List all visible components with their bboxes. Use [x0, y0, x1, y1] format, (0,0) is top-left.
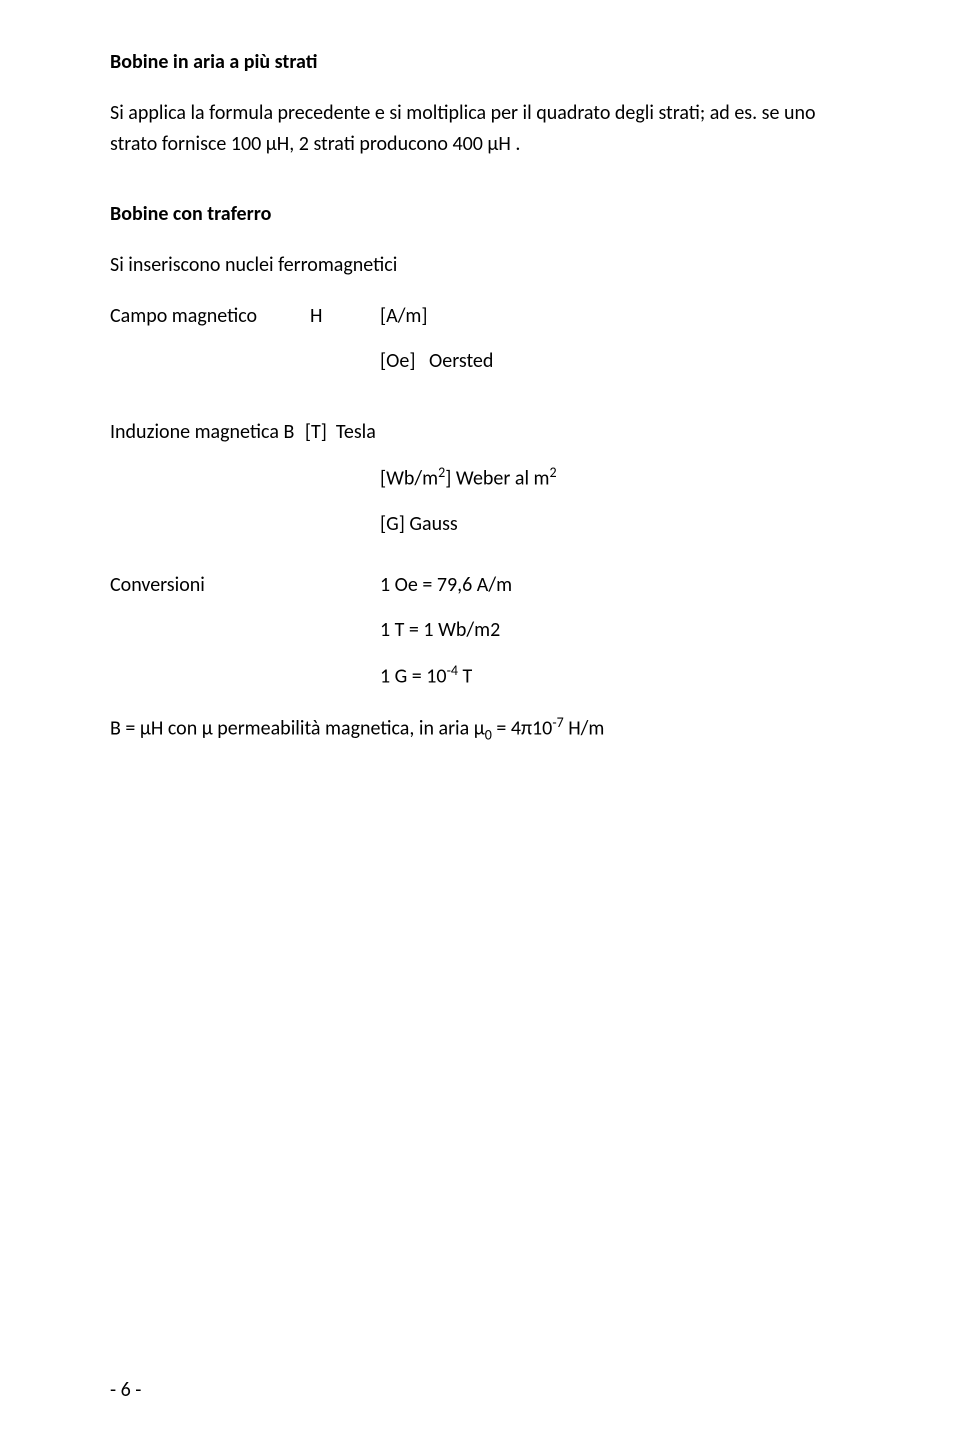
campo-unit-am: [A/m]: [380, 301, 850, 332]
section-title-2: Bobine con traferro: [110, 202, 850, 226]
induzione-unit-weber: [Wb/m2] Weber al m2: [380, 462, 557, 495]
section-title-1: Bobine in aria a più strati: [110, 50, 850, 74]
campo-label: Campo magnetico: [110, 301, 310, 332]
campo-unit-oe: [Oe] Oersted: [380, 346, 493, 377]
induzione-label: Induzione magnetica B: [110, 420, 294, 444]
conversion-gauss: 1 G = 10-4 T: [380, 660, 472, 693]
induzione-unit-gauss: [G] Gauss: [380, 509, 458, 540]
induzione-unit-tesla: [T] Tesla: [305, 420, 376, 444]
permeability-line: B = μH con μ permeabilità magnetica, in …: [110, 712, 850, 746]
conversioni-label: Conversioni: [110, 570, 380, 601]
conversion-tesla: 1 T = 1 Wb/m2: [380, 615, 500, 646]
paragraph-1: Si applica la formula precedente e si mo…: [110, 98, 850, 160]
conversion-oe: 1 Oe = 79,6 A/m: [380, 570, 512, 601]
campo-symbol: H: [310, 301, 380, 332]
line-nuclei: Si inseriscono nuclei ferromagnetici: [110, 250, 850, 281]
page-number: - 6 -: [110, 1378, 141, 1402]
